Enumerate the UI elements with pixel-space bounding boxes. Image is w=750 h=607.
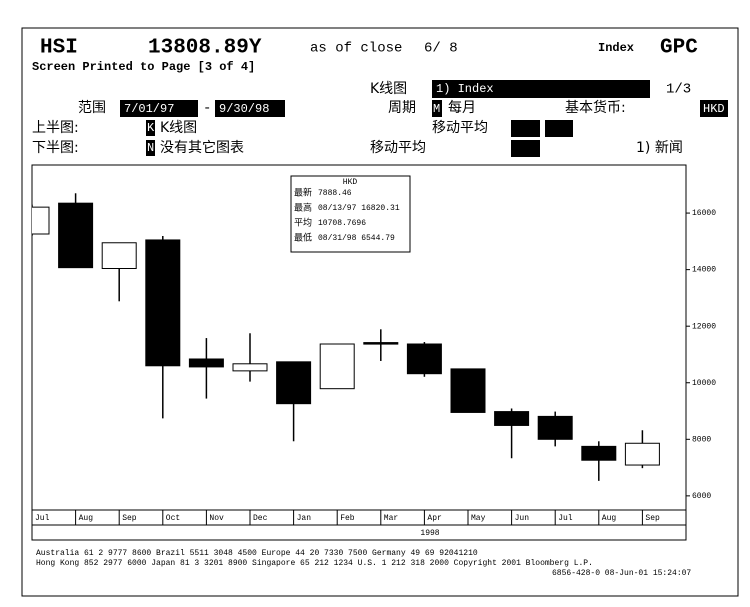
x-tick-label: Nov [209, 514, 224, 523]
frame [21, 27, 739, 597]
y-tick-label: 12000 [692, 322, 716, 331]
x-tick-label: Jul [558, 514, 573, 523]
x-tick-label: Sep [645, 514, 660, 523]
info-label: 最高 [294, 202, 312, 214]
x-tick-label: May [471, 514, 486, 523]
x-tick-label: Dec [253, 514, 268, 523]
page-number: 1/3 [666, 82, 691, 98]
field-value: 1) Index [436, 82, 494, 96]
label: 基本货币: [565, 99, 626, 116]
year-label: 1998 [420, 529, 439, 538]
y-tick-label: 10000 [692, 379, 716, 388]
page-info: Screen Printed to Page [3 of 4] [32, 60, 255, 74]
candle-body [232, 363, 268, 372]
label: 没有其它图表 [160, 139, 244, 156]
x-tick-label: Jan [297, 514, 312, 523]
field[interactable] [545, 120, 573, 137]
field-value: HKD [703, 102, 725, 116]
label: 移动平均 [432, 120, 488, 136]
separator: - [203, 101, 211, 117]
candle-body [406, 343, 442, 375]
candle-body [624, 442, 660, 466]
candle-body [145, 239, 181, 367]
footer: 6856-428-0 08-Jun-01 15:24:07 [552, 569, 691, 578]
label: 下半图: [32, 140, 79, 156]
field[interactable] [511, 120, 540, 137]
y-tick-label: 6000 [692, 492, 711, 501]
field[interactable] [215, 100, 285, 117]
plot [32, 193, 660, 481]
info-value: 08/13/97 16820.31 [318, 204, 400, 213]
label: 周期 [388, 100, 416, 116]
market: Index [598, 41, 634, 55]
candle-body [581, 445, 617, 461]
date: 6/ 8 [424, 41, 458, 57]
field-value: 9/30/98 [219, 102, 269, 116]
candle-body [363, 342, 399, 345]
info-box [290, 175, 411, 253]
field[interactable] [146, 140, 155, 156]
candle-body [319, 343, 355, 390]
info-label: 最低 [294, 232, 312, 244]
field-value: M [433, 102, 440, 116]
x-tick-label: Feb [340, 514, 355, 523]
function: GPC [660, 37, 698, 60]
x-tick-label: Jul [35, 514, 50, 523]
x-tick-label: Aug [79, 514, 94, 523]
label: 每月 [448, 100, 476, 116]
candle-body [537, 415, 573, 440]
label: K线图 [160, 120, 197, 136]
label: 上半图: [32, 120, 79, 136]
label: 范围 [78, 99, 106, 116]
candle-body [276, 361, 312, 405]
info-value: 08/31/98 6544.79 [318, 234, 395, 243]
info-value: 7888.46 [318, 189, 352, 198]
field[interactable] [146, 120, 155, 136]
field[interactable] [432, 80, 650, 98]
y-tick-label: 14000 [692, 266, 716, 275]
ticker: HSI [40, 37, 78, 60]
info-label: 最新 [294, 187, 312, 199]
field-value: N [147, 141, 154, 155]
info-value: 10708.7696 [318, 219, 366, 228]
candle-body [58, 202, 94, 269]
info-label: 平均 [294, 217, 312, 229]
footer: Australia 61 2 9777 8600 Brazil 5511 304… [36, 549, 478, 558]
as-of: as of close [310, 41, 402, 57]
info-rows: 最新 7888.46 最高 08/13/97 16820.31 平均 10708.7696… [294, 187, 400, 244]
field[interactable] [120, 100, 198, 117]
x-tick-label: Mar [384, 514, 399, 523]
y-tick-label: 16000 [692, 209, 716, 218]
plot-frame [31, 164, 687, 541]
field-value: 7/01/97 [124, 102, 174, 116]
candle-body [188, 358, 224, 368]
candle-body [494, 411, 530, 426]
field[interactable] [432, 100, 442, 117]
x-tick-label: Sep [122, 514, 137, 523]
field-value: K [147, 121, 155, 135]
y-tick-label: 8000 [692, 435, 711, 444]
x-tick-label: Apr [427, 514, 442, 523]
candle-body [32, 206, 50, 235]
x-tick-label: Oct [166, 514, 180, 523]
label: K线图 [370, 81, 407, 97]
news-link[interactable]: 1) 新闻 [636, 140, 683, 156]
info-currency: HKD [343, 178, 358, 187]
x-tick-label: Jun [515, 514, 530, 523]
x-tick-label: Aug [602, 514, 617, 523]
field[interactable] [700, 100, 728, 117]
axes: 6000 8000 10000 12000 14000 16000 Jul Aug Sep Oct… [35, 209, 716, 525]
price: 13808.89Y [148, 37, 262, 60]
candle-body [450, 368, 486, 413]
field[interactable] [511, 140, 540, 157]
footer: Hong Kong 852 2977 6000 Japan 81 3 3201 … [36, 559, 593, 568]
label: 移动平均 [370, 140, 426, 156]
candle-body [101, 242, 137, 269]
